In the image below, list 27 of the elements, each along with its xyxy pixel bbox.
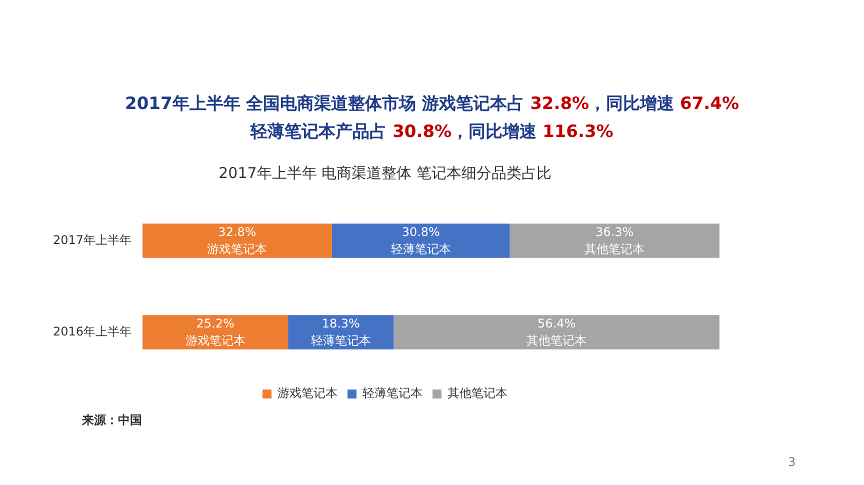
legend-label: 其他笔记本 <box>448 386 508 400</box>
data-label: 30.8% <box>402 224 440 239</box>
bar <box>332 224 510 258</box>
text: 轻薄笔记本 <box>310 333 371 348</box>
data-label: 32.8% <box>218 224 256 239</box>
data-label: 18.3% <box>322 316 360 330</box>
bar <box>510 224 720 258</box>
bar <box>394 315 720 350</box>
data-label: 25.2% <box>196 316 234 330</box>
bar <box>142 315 288 350</box>
data-label: 36.3% <box>596 224 634 239</box>
chart-title: 2017年上半年 电商渠道整体 笔记本细分品类占比 <box>218 164 552 182</box>
text: 游戏笔记本 <box>207 242 268 256</box>
text: 轻薄笔记本 <box>390 242 451 256</box>
y-tick-label: 2017年上半年 <box>52 232 132 247</box>
text: 3 <box>788 455 796 469</box>
source-note: 来源：中国 <box>82 412 142 429</box>
legend-label: 轻薄笔记本 <box>362 386 422 400</box>
text: 游戏笔记本 <box>185 333 246 348</box>
text: 轻薄笔记本产品占 30.8%，同比增速 116.3% <box>250 122 614 142</box>
bar <box>142 224 332 258</box>
text: 其他笔记本 <box>584 242 645 256</box>
y-tick-label: 2016年上半年 <box>52 324 132 338</box>
legend-label: 游戏笔记本 <box>278 386 338 400</box>
text: 2017年上半年 全国电商渠道整体市场 游戏笔记本占 32.8%，同比增速 67.4% <box>125 94 739 114</box>
data-label: 56.4% <box>538 316 576 330</box>
text: 其他笔记本 <box>526 333 587 348</box>
